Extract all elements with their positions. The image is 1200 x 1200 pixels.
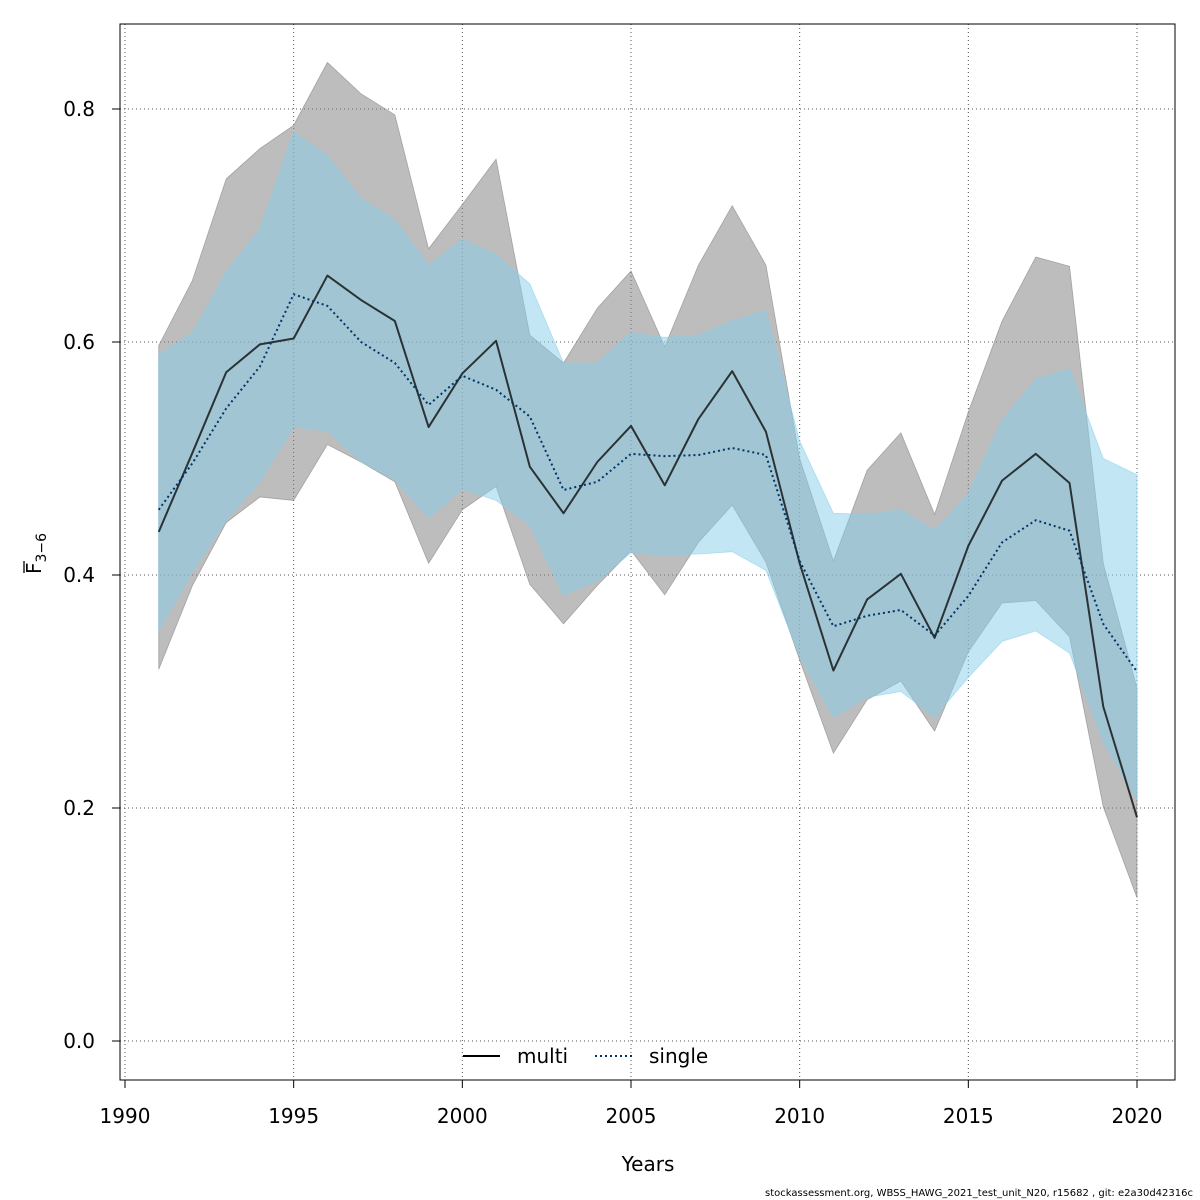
x-tick-label-1990: 1990 (100, 1104, 151, 1128)
x-tick-label-2015: 2015 (943, 1104, 994, 1128)
plot-frame (119, 23, 1176, 1081)
legend-label-multi: multi (517, 1044, 568, 1068)
legend: multi single (463, 1044, 708, 1068)
y-axis-title-main: F (22, 562, 46, 574)
series-lines (157, 274, 1138, 818)
x-tick-label-2000: 2000 (437, 1104, 488, 1128)
confidence-bands (158, 61, 1138, 898)
y-axis-title: F3−6 (22, 533, 50, 574)
x-tick-label-2005: 2005 (606, 1104, 657, 1128)
y-tick-label-0.8: 0.8 (63, 97, 95, 121)
y-tick-label-0: 0.0 (63, 1029, 95, 1053)
y-tick-label-0.4: 0.4 (63, 563, 95, 587)
y-tick-label-0.2: 0.2 (63, 796, 95, 820)
x-tick-label-2020: 2020 (1112, 1104, 1163, 1128)
y-axis: 0.0 0.2 0.4 0.6 0.8 (63, 97, 120, 1053)
x-axis-title: Years (621, 1152, 675, 1176)
x-axis: 1990 1995 2000 2005 2010 2015 2020 (100, 1080, 1163, 1128)
x-tick-label-1995: 1995 (268, 1104, 319, 1128)
y-tick-label-0.6: 0.6 (63, 330, 95, 354)
series-line-single (157, 293, 1138, 673)
y-axis-title-subscript: 3−6 (34, 533, 50, 563)
confidence-band-single (158, 131, 1138, 802)
y-axis-title-group: F3−6 (22, 533, 50, 574)
x-tick-label-2010: 2010 (774, 1104, 825, 1128)
footer-credit: stockassessment.org, WBSS_HAWG_2021_test… (765, 1188, 1193, 1199)
legend-label-single: single (649, 1044, 708, 1068)
series-line-multi (157, 274, 1138, 818)
